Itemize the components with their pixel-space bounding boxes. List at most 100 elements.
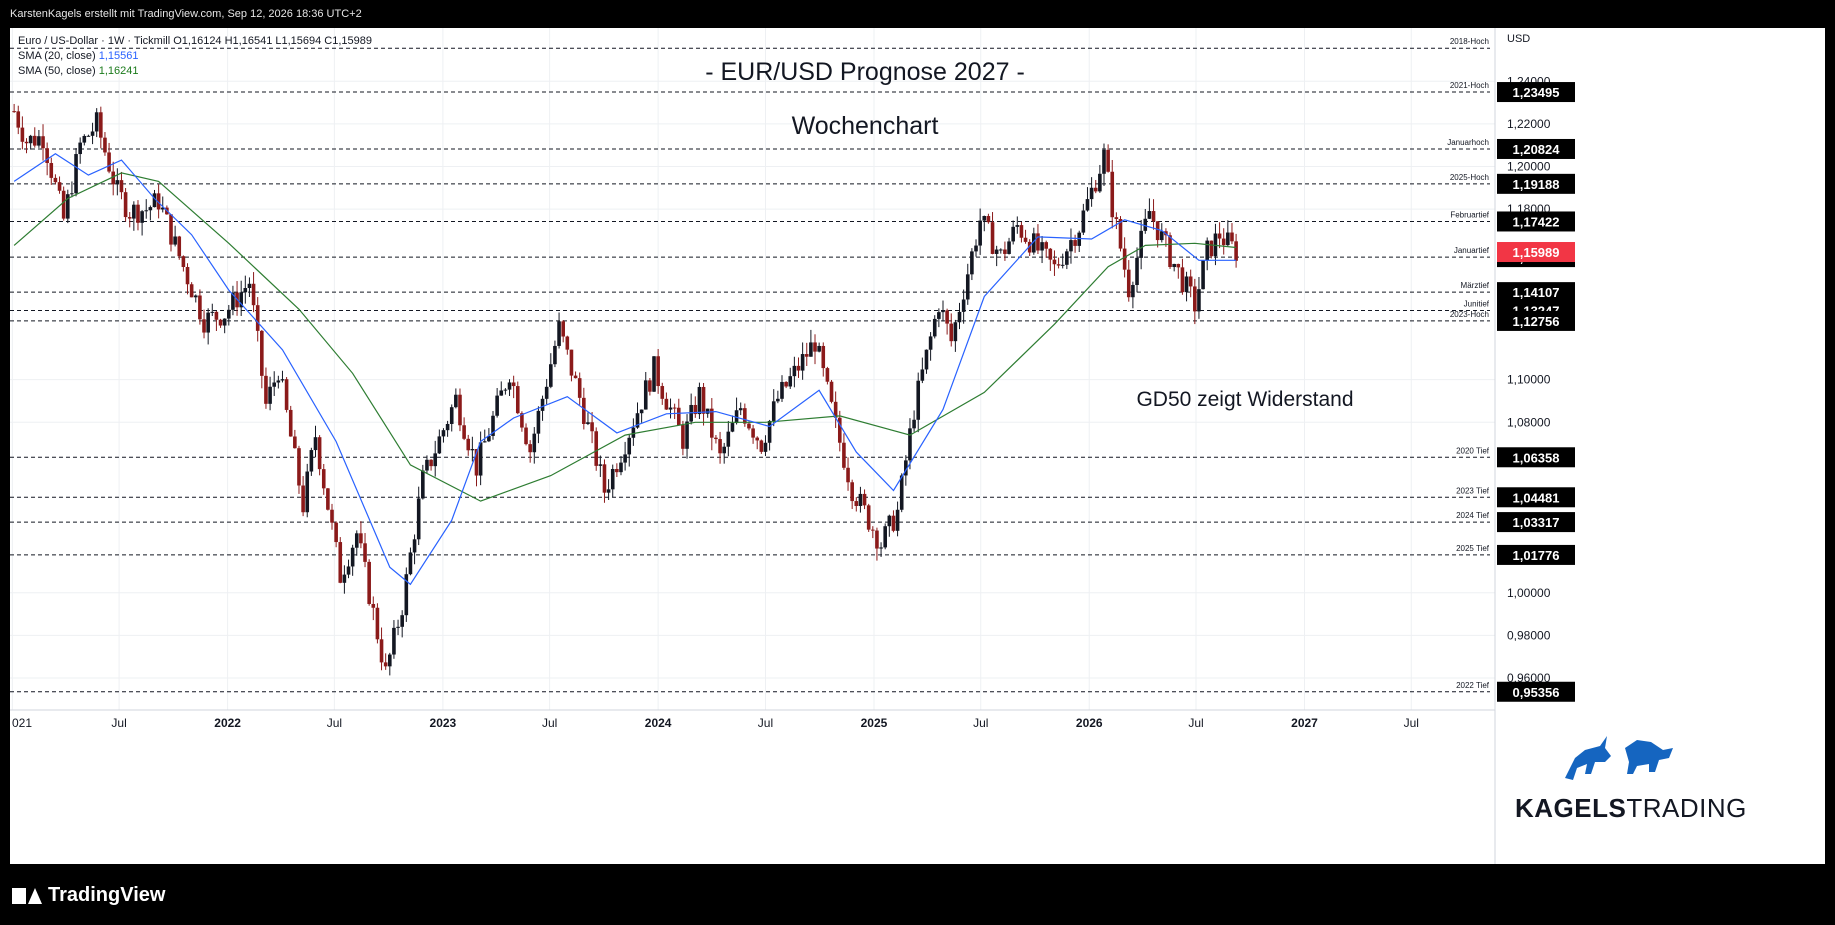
level-label: 2023 Tief xyxy=(1456,486,1490,495)
candle-body xyxy=(895,509,900,531)
candle-body xyxy=(61,190,66,219)
level-price-text: 1,20824 xyxy=(1513,142,1561,157)
candle-body xyxy=(474,449,479,476)
candle-body xyxy=(697,386,702,415)
sma50-label: SMA (50, close) xyxy=(18,65,96,77)
candle-body xyxy=(998,249,1003,251)
candle-body xyxy=(202,319,206,333)
level-price-tag xyxy=(1497,681,1575,702)
candle-body xyxy=(1069,240,1073,252)
candle-body xyxy=(177,236,182,257)
level-price-tag xyxy=(1497,544,1575,565)
candle-body xyxy=(189,284,194,298)
candle-body xyxy=(1007,241,1011,254)
candle-body xyxy=(12,111,16,113)
candle-body xyxy=(20,127,25,142)
level-label: 2018-Hoch xyxy=(1450,37,1489,46)
candle-body xyxy=(676,407,681,426)
candle-body xyxy=(495,395,499,416)
candle-body xyxy=(28,135,33,144)
candle-body xyxy=(1126,269,1131,298)
candle-body xyxy=(214,311,219,320)
y-tick-label: 0,96000 xyxy=(1507,671,1551,685)
candle-body xyxy=(1143,218,1148,231)
candle-body xyxy=(771,401,776,421)
candle-body xyxy=(284,379,289,410)
candle-body xyxy=(140,211,144,223)
candle-body xyxy=(429,459,433,467)
candle-body xyxy=(846,467,850,483)
candle-body xyxy=(594,431,599,466)
x-tick-label: 2022 xyxy=(214,716,241,730)
level-price-tag xyxy=(1497,310,1575,331)
candle-body xyxy=(528,444,532,453)
candle-body xyxy=(1176,263,1181,268)
level-label: Januartief xyxy=(1454,246,1490,255)
candle-body xyxy=(301,485,305,513)
candle-body xyxy=(561,321,565,337)
candle-body xyxy=(119,180,124,193)
candle-body xyxy=(726,431,731,447)
candle-body xyxy=(1193,286,1197,312)
level-price-tag xyxy=(1497,138,1575,159)
candle-body xyxy=(850,482,854,502)
candle-body xyxy=(1023,237,1028,242)
level-price-tag xyxy=(1497,487,1575,508)
candle-body xyxy=(132,204,136,219)
candle-body xyxy=(342,574,347,583)
chart-subtitle: Wochenchart xyxy=(792,112,939,140)
candle-body xyxy=(53,177,58,183)
candle-body xyxy=(648,380,652,392)
chart-credit: KarstenKagels erstellt mit TradingView.c… xyxy=(10,8,362,20)
tradingview-logo[interactable]: TradingView xyxy=(12,884,165,907)
candle-body xyxy=(1060,264,1065,266)
candle-body xyxy=(524,427,528,445)
candle-body xyxy=(425,459,429,471)
candle-body xyxy=(549,364,553,387)
sma50-value: 1,16241 xyxy=(98,65,139,77)
level-label: Januarhoch xyxy=(1447,138,1489,147)
candle-body xyxy=(251,283,256,306)
candle-body xyxy=(255,305,260,331)
candlestick-chart[interactable]: USD1,240001,220001,200001,180001,100001,… xyxy=(10,28,1825,864)
candle-body xyxy=(1230,232,1234,242)
candle-body xyxy=(627,437,632,455)
candle-body xyxy=(672,407,677,409)
candle-body xyxy=(920,369,925,381)
candle-body xyxy=(532,433,537,453)
candle-body xyxy=(652,356,656,392)
level-label: Märztief xyxy=(1461,281,1490,290)
candle-body xyxy=(734,410,739,424)
candle-body xyxy=(268,386,272,404)
sma20-line xyxy=(13,152,1237,586)
candle-body xyxy=(1056,264,1061,266)
level-price-text: 1,19188 xyxy=(1513,177,1560,192)
candle-body xyxy=(321,469,326,489)
candle-body xyxy=(776,398,780,402)
candle-body xyxy=(57,182,62,191)
level-price-tag xyxy=(1497,211,1575,232)
candle-body xyxy=(763,442,768,452)
candle-body xyxy=(499,390,504,396)
candle-body xyxy=(871,529,875,531)
x-tick-label: Jul xyxy=(542,716,557,730)
candle-body xyxy=(103,137,107,153)
sma20-legend: SMA (20, close) 1,15561 xyxy=(18,49,372,64)
level-price-tag xyxy=(1497,282,1575,303)
candle-body xyxy=(408,552,413,575)
candle-body xyxy=(738,408,743,411)
x-tick-label: 2026 xyxy=(1076,716,1103,730)
x-tick-label: 2024 xyxy=(645,716,672,730)
candle-body xyxy=(383,662,388,667)
candle-body xyxy=(639,409,644,414)
candle-body xyxy=(400,615,404,627)
candle-body xyxy=(1036,233,1040,251)
level-label: 2022 Tief xyxy=(1456,681,1490,690)
candle-body xyxy=(416,498,421,540)
chart-area[interactable]: USD 1,24000 1,22000 1,20000 1,18000 1,10000 1,… xyxy=(10,28,1825,864)
candle-body xyxy=(247,283,252,289)
candle-body xyxy=(1003,249,1007,254)
top-bar: KarstenKagels erstellt mit TradingView.c… xyxy=(0,0,1835,28)
candle-body xyxy=(949,323,954,342)
level-price-text: 1,14107 xyxy=(1513,285,1560,300)
